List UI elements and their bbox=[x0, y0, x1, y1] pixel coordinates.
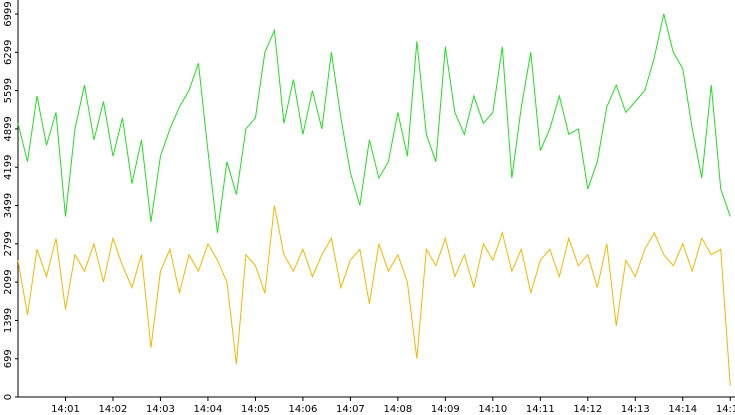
series-line bbox=[17, 13, 731, 233]
x-tick-label: 14:13 bbox=[621, 404, 650, 415]
x-tick-label: 14:15 bbox=[716, 404, 735, 415]
y-tick-label: 2799 bbox=[3, 231, 14, 256]
y-tick-label: 699 bbox=[3, 349, 14, 368]
x-tick-label: 14:09 bbox=[431, 404, 460, 415]
y-tick-label: 6299 bbox=[3, 40, 14, 65]
x-tick-label: 14:01 bbox=[51, 404, 80, 415]
x-tick-label: 14:10 bbox=[478, 404, 507, 415]
x-tick-label: 14:08 bbox=[383, 404, 412, 415]
y-tick-label: 6999 bbox=[3, 1, 14, 26]
x-tick-label: 14:11 bbox=[526, 404, 555, 415]
y-tick-label: 4899 bbox=[3, 116, 14, 141]
y-tick-label: 0 bbox=[3, 394, 14, 400]
y-tick-label: 2099 bbox=[3, 269, 14, 294]
x-tick-label: 14:04 bbox=[194, 404, 223, 415]
y-tick-label: 4199 bbox=[3, 154, 14, 179]
x-tick-label: 14:05 bbox=[241, 404, 270, 415]
y-tick-label: 5599 bbox=[3, 78, 14, 103]
x-tick-label: 14:06 bbox=[288, 404, 317, 415]
series-line bbox=[17, 205, 731, 387]
x-tick-label: 14:03 bbox=[146, 404, 175, 415]
y-tick-label: 3499 bbox=[3, 193, 14, 218]
x-tick-label: 14:12 bbox=[573, 404, 602, 415]
x-tick-label: 14:14 bbox=[668, 404, 697, 415]
x-tick-label: 14:07 bbox=[336, 404, 365, 415]
y-tick-label: 1399 bbox=[3, 308, 14, 333]
x-tick-label: 14:02 bbox=[99, 404, 128, 415]
